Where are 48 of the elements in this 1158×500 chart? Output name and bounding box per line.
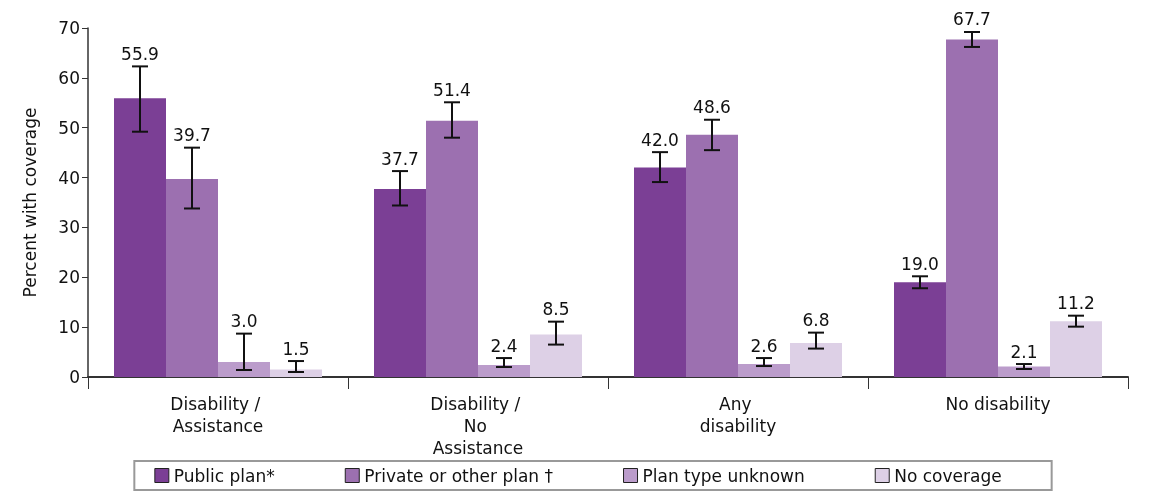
bar (426, 120, 478, 377)
data-label: 2.6 (750, 335, 778, 356)
bar (738, 364, 790, 377)
y-tick-label: 40 (58, 167, 80, 188)
data-label: 11.2 (1057, 293, 1095, 314)
data-label: 42.0 (641, 129, 679, 150)
x-tick-label: Any disability (699, 394, 777, 436)
legend-label: Public plan* (173, 465, 275, 486)
bar (946, 39, 998, 377)
y-tick-label: 20 (58, 267, 80, 288)
bar (114, 98, 166, 377)
data-label: 2.4 (490, 335, 518, 356)
data-label: 2.1 (1010, 341, 1038, 362)
legend-label: No coverage (894, 465, 1002, 486)
legend-label: Private or other plan † (364, 465, 554, 486)
data-label: 3.0 (230, 311, 258, 332)
x-tick-label: Disability / Assistance (170, 394, 266, 436)
bar (166, 179, 218, 377)
x-tick-label: Disability / No Assistance (430, 394, 526, 458)
y-tick-label: 0 (69, 367, 80, 387)
data-label: 8.5 (542, 299, 570, 320)
y-axis-title: Percent with coverage (19, 107, 40, 298)
y-tick-label: 50 (58, 117, 80, 138)
bar (998, 366, 1050, 377)
bar (218, 362, 270, 377)
data-label: 1.5 (282, 338, 310, 359)
bar (634, 167, 686, 377)
x-tick-label: No disability (945, 394, 1051, 414)
data-label: 37.7 (381, 148, 419, 169)
bar (686, 134, 738, 377)
bar (478, 365, 530, 377)
data-label: 19.0 (901, 253, 939, 274)
data-label: 39.7 (173, 125, 211, 146)
bar (894, 282, 946, 377)
data-label: 67.7 (953, 9, 991, 30)
data-label: 51.4 (433, 79, 471, 100)
y-tick-label: 10 (58, 317, 80, 338)
bar (530, 334, 582, 377)
bar (374, 189, 426, 377)
y-tick-label: 30 (58, 217, 80, 238)
legend-label: Plan type unknown (642, 465, 805, 486)
data-label: 55.9 (121, 43, 159, 64)
data-label: 6.8 (802, 310, 830, 331)
y-tick-label: 70 (58, 18, 80, 38)
data-label: 48.6 (693, 97, 731, 118)
y-tick-label: 60 (58, 67, 80, 88)
bar (790, 343, 842, 377)
bar (1050, 321, 1102, 377)
